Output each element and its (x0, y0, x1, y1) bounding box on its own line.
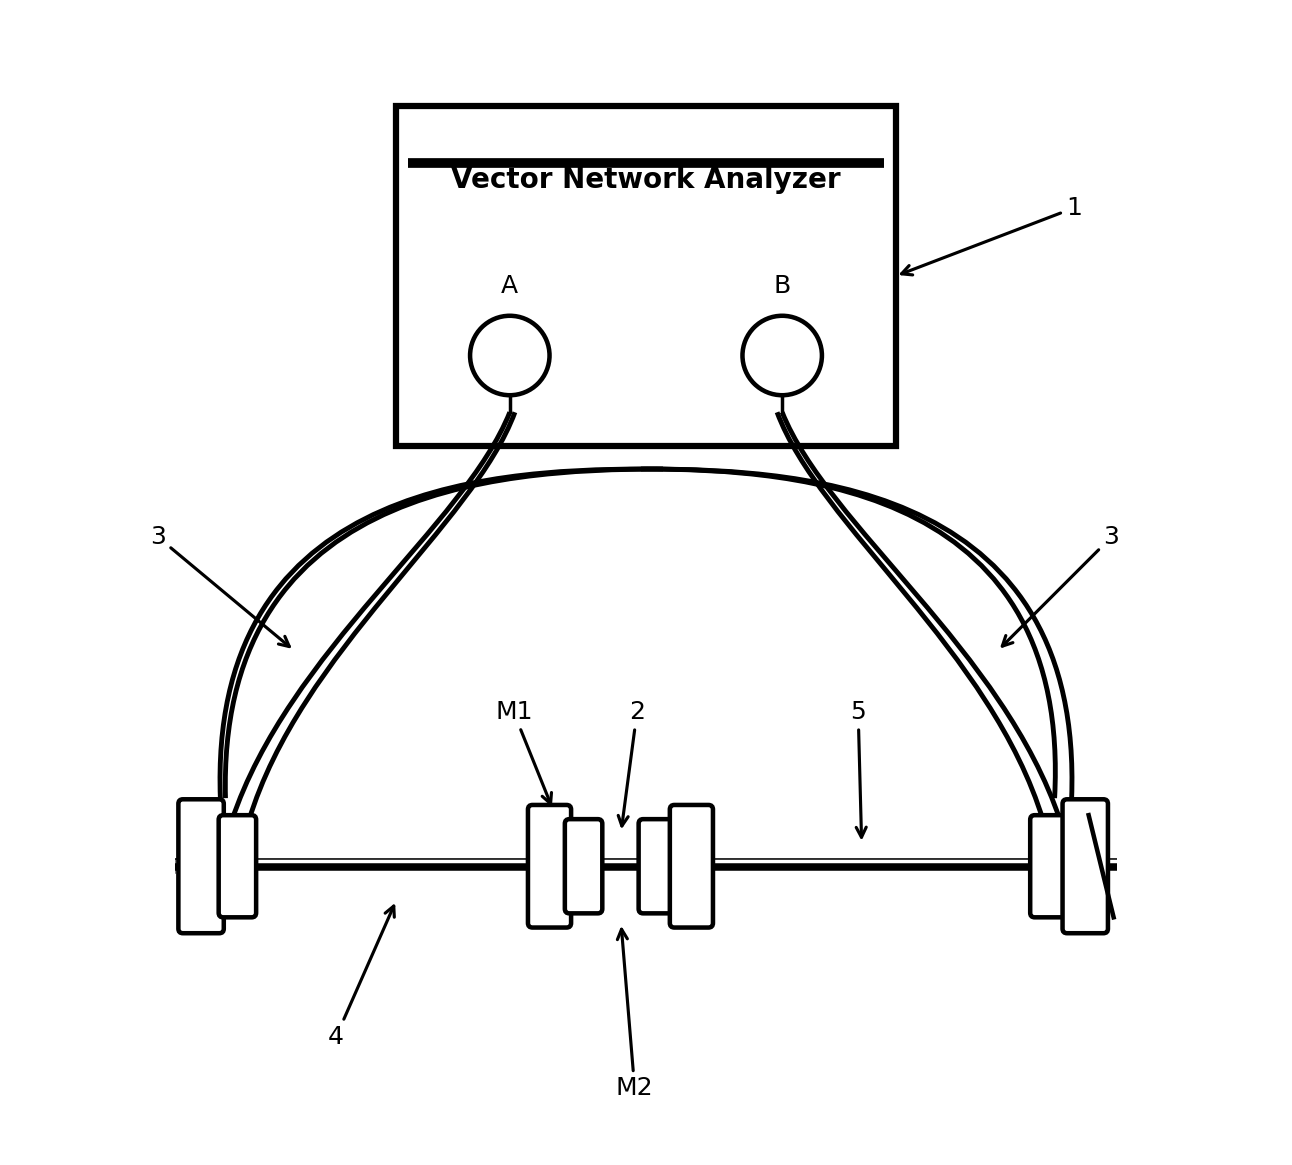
FancyBboxPatch shape (1030, 816, 1067, 917)
Text: B: B (774, 274, 791, 297)
Text: 3: 3 (150, 525, 289, 647)
FancyBboxPatch shape (565, 819, 602, 913)
Text: A: A (501, 274, 518, 297)
Text: M1: M1 (495, 700, 552, 804)
Text: 1: 1 (902, 196, 1081, 275)
Text: 5: 5 (850, 700, 866, 838)
FancyBboxPatch shape (397, 106, 895, 446)
Text: Vector Network Analyzer: Vector Network Analyzer (451, 165, 841, 193)
FancyBboxPatch shape (218, 816, 256, 917)
Text: 3: 3 (1003, 525, 1119, 647)
Text: M2: M2 (616, 930, 654, 1100)
FancyBboxPatch shape (178, 799, 224, 933)
Text: 2: 2 (618, 700, 645, 826)
Circle shape (470, 316, 549, 395)
FancyBboxPatch shape (638, 819, 676, 913)
Circle shape (743, 316, 822, 395)
Text: 4: 4 (328, 906, 394, 1048)
FancyBboxPatch shape (528, 805, 571, 927)
FancyBboxPatch shape (669, 805, 713, 927)
FancyBboxPatch shape (1062, 799, 1109, 933)
